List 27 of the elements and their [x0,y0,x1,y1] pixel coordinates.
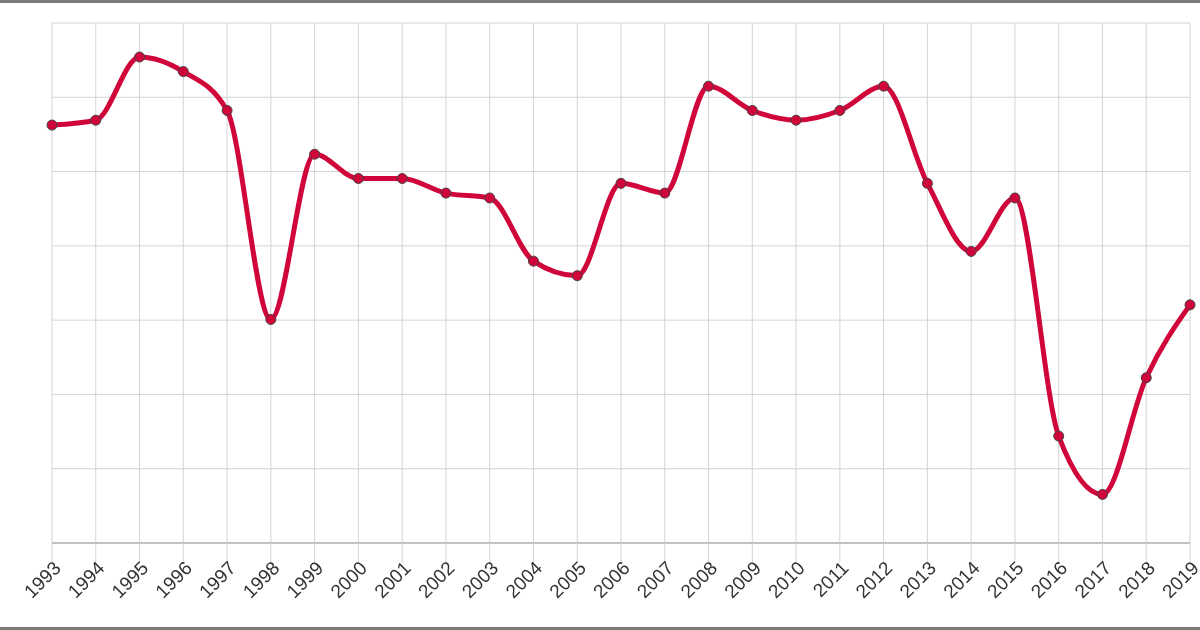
point [440,187,452,199]
point [703,80,715,92]
point [90,114,102,126]
point [1096,488,1108,500]
point [484,192,496,204]
point [265,313,277,325]
point [527,255,539,267]
point [790,114,802,126]
point [134,51,146,63]
point [571,270,583,282]
point [1009,192,1021,204]
point [659,187,671,199]
point [396,173,408,185]
point [221,104,233,116]
point [965,245,977,257]
point [1140,372,1152,384]
point [1184,299,1196,311]
point [746,104,758,116]
point [615,177,627,189]
point [1053,430,1065,442]
point [834,104,846,116]
point [177,66,189,78]
point [878,80,890,92]
point [46,119,58,131]
point [309,148,321,160]
point [921,177,933,189]
point [352,173,364,185]
